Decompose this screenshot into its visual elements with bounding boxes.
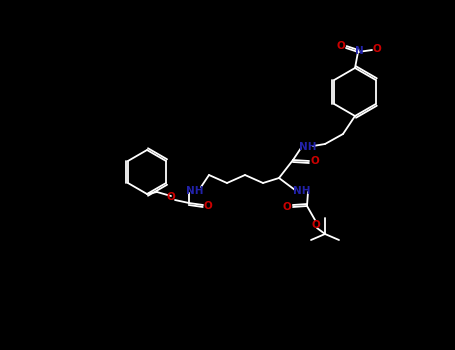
Text: O: O — [283, 202, 291, 212]
Text: O: O — [373, 44, 381, 54]
Text: NH: NH — [186, 186, 204, 196]
Text: O: O — [167, 192, 175, 202]
Text: O: O — [204, 201, 212, 211]
Text: NH: NH — [299, 142, 317, 152]
Text: O: O — [337, 41, 345, 51]
Text: NH: NH — [293, 186, 311, 196]
Text: O: O — [311, 156, 319, 166]
Text: N: N — [354, 46, 364, 56]
Text: O: O — [312, 220, 320, 230]
